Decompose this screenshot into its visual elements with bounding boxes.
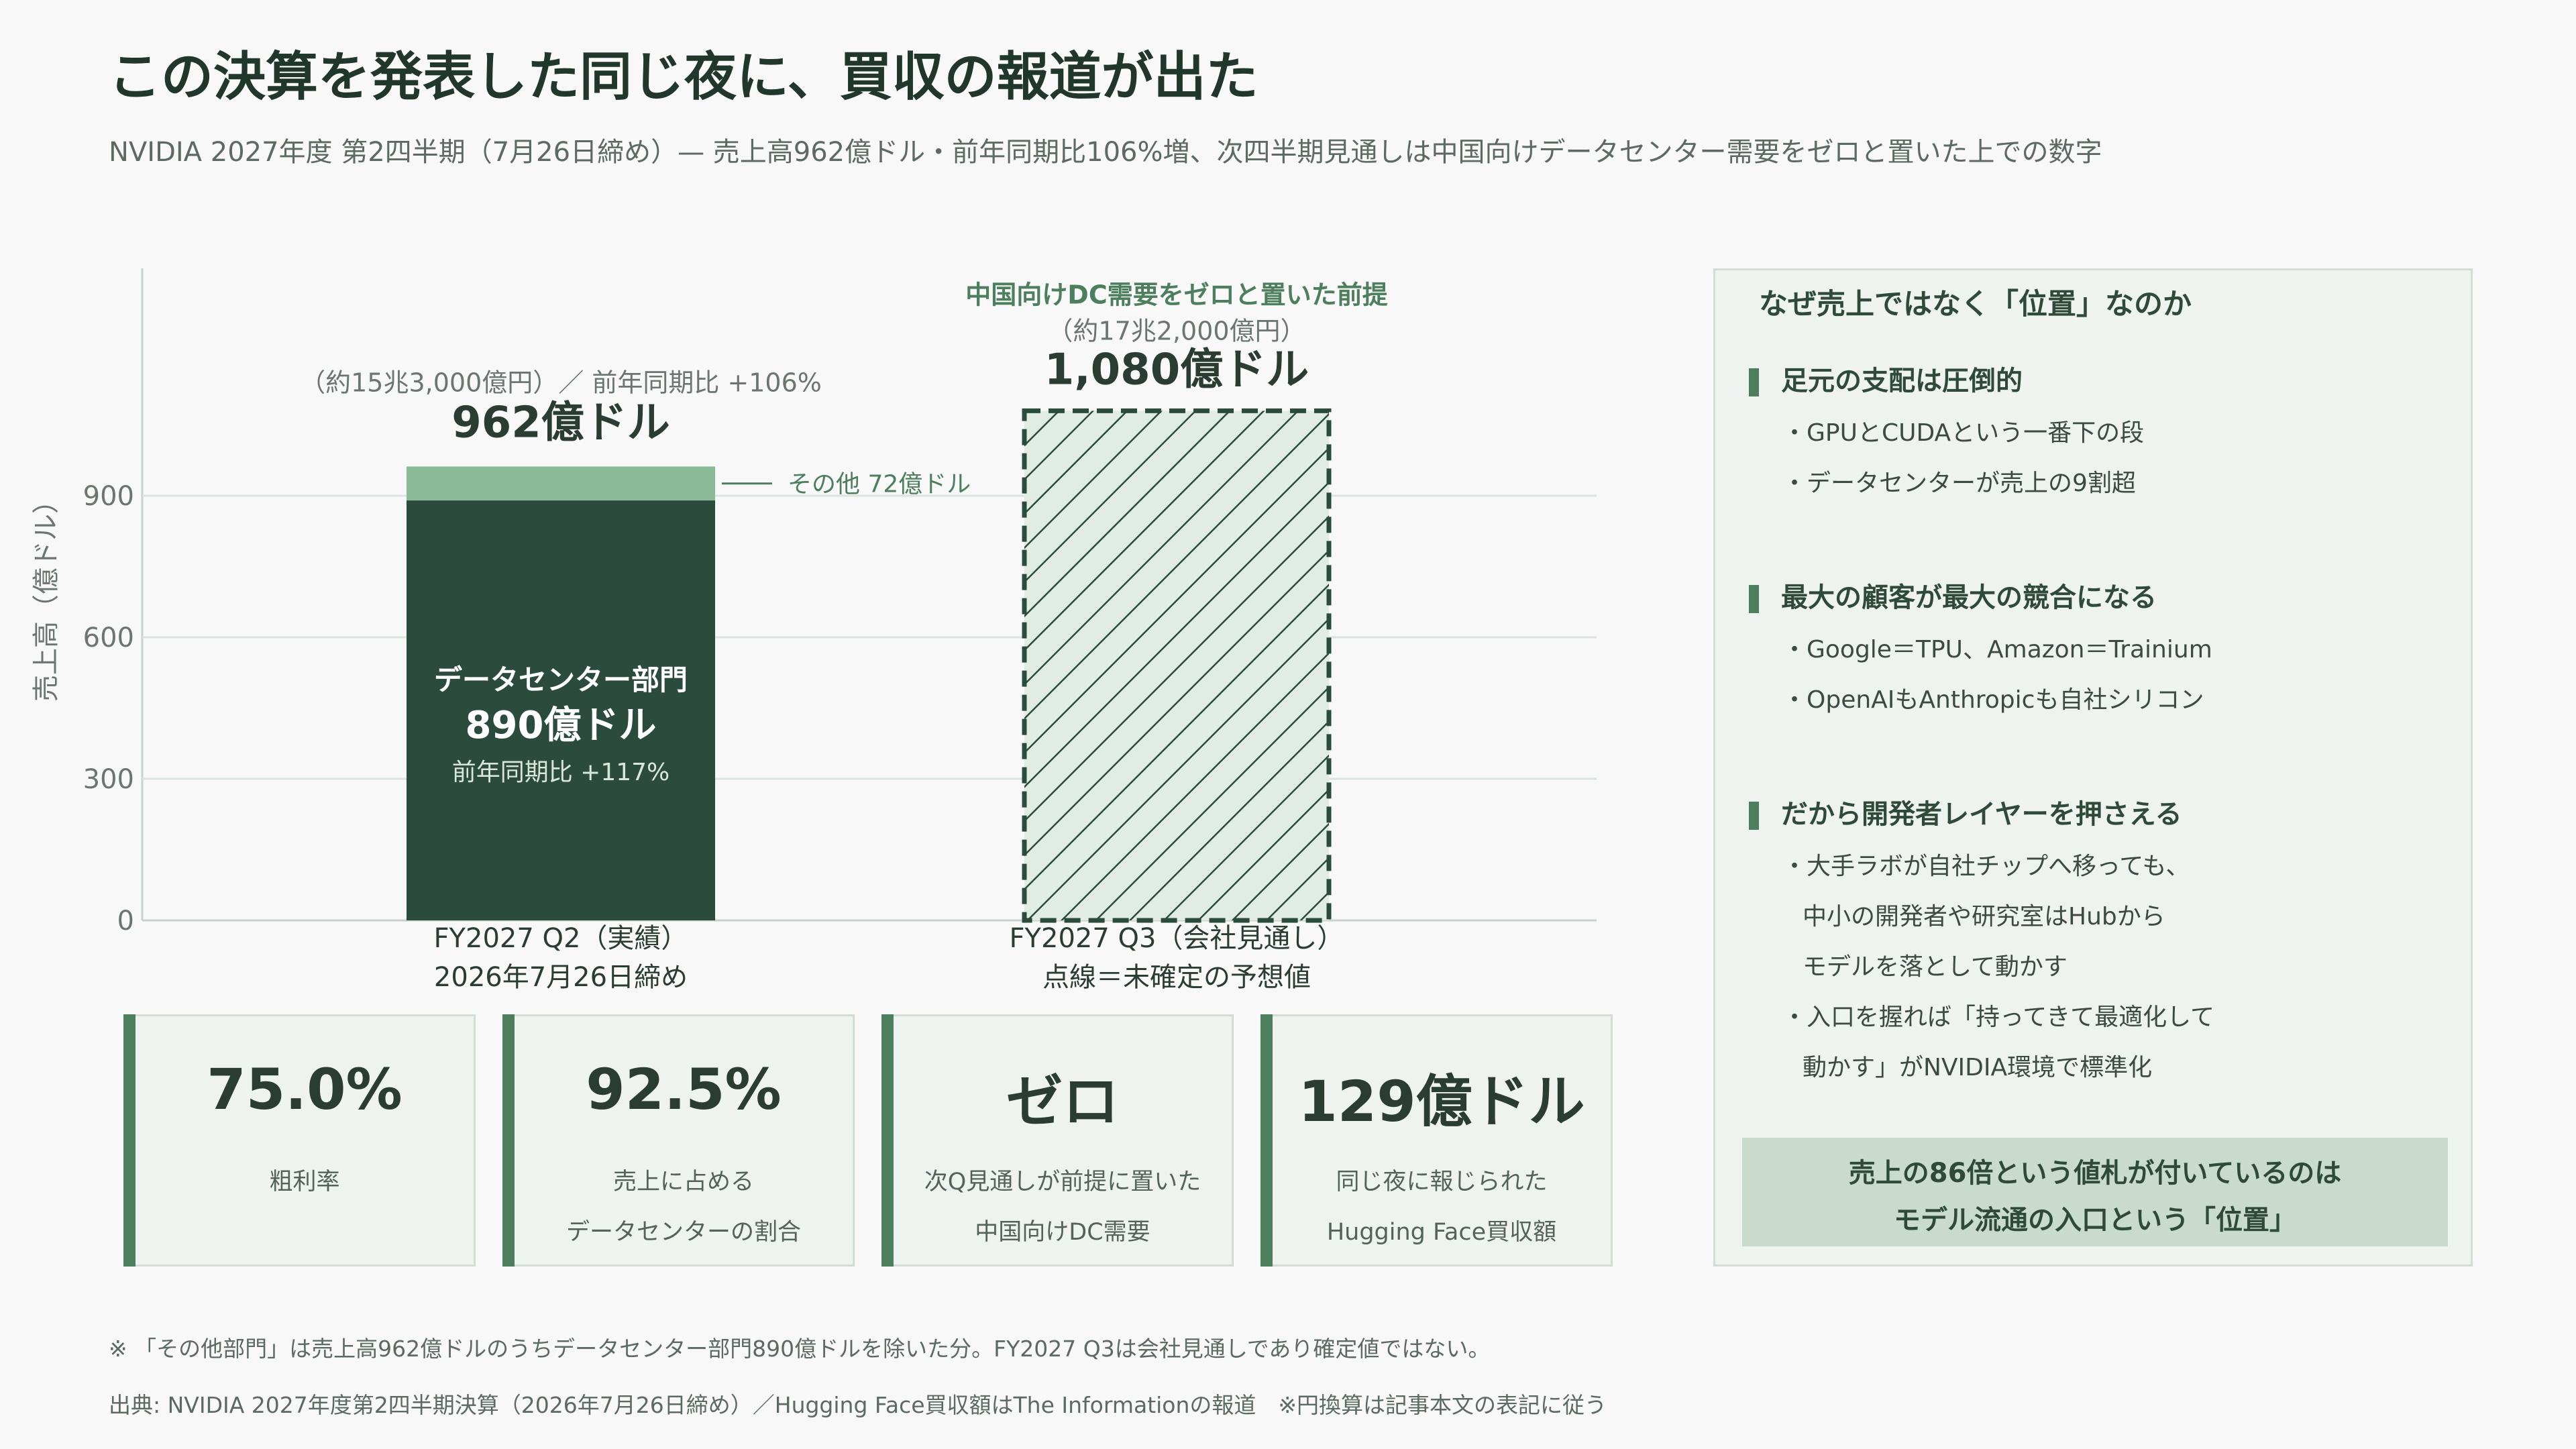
y-tick-label: 900: [83, 481, 134, 512]
q3-total-sublabel: （約17兆2,000億円）: [1047, 316, 1305, 345]
section-marker: [1749, 802, 1759, 830]
kpi-value: ゼロ: [1006, 1069, 1119, 1134]
y-tick-label: 600: [83, 623, 134, 653]
callout-line1: 売上の86倍という値札が付いているのは: [1848, 1158, 2342, 1189]
bullet-item: ・データセンターが売上の9割超: [1782, 470, 2136, 497]
bullet-item-continuation: 動かす」がNVIDIA環境で標準化: [1803, 1054, 2153, 1081]
bar-q3-forecast: [1022, 408, 1332, 923]
kpi-label-line1: 同じ夜に報じられた: [1336, 1169, 1548, 1195]
kpi-label-line1: 売上に占める: [612, 1169, 754, 1195]
kpi-label: 粗利率: [136, 1157, 474, 1208]
dc-segment-name: データセンター部門: [434, 663, 688, 696]
kpi-accent-bar: [502, 1014, 515, 1267]
bullet-item: ・OpenAIもAnthropicも自社シリコン: [1782, 686, 2204, 714]
kpi-card-china-dc: ゼロ 次Q見通しが前提に置いた 中国向けDC需要: [881, 1014, 1234, 1267]
bullet-item: ・入口を握れば「持ってきて最適化して: [1782, 1004, 2215, 1031]
section-heading-text: 足元の支配は圧倒的: [1781, 366, 2023, 396]
kpi-card-dc-share: 92.5% 売上に占める データセンターの割合: [502, 1014, 855, 1267]
bar-q2-other: [407, 466, 715, 501]
q2-total-label: 962億ドル: [451, 398, 670, 447]
bullet-item: ・Google＝TPU、Amazon＝Trainium: [1782, 636, 2212, 663]
kpi-card-gross-margin: 75.0% 粗利率: [123, 1014, 476, 1267]
panel-section-developer-layer: だから開発者レイヤーを押さえる ・大手ラボが自社チップへ移っても、 中小の開発者…: [1749, 794, 2451, 1093]
bullet-item: ・大手ラボが自社チップへ移っても、: [1782, 853, 2190, 880]
section-heading-text: 最大の顧客が最大の競合になる: [1781, 582, 2157, 613]
dc-segment-value: 890億ドル: [466, 704, 657, 747]
callout-line2: モデル流通の入口という「位置」: [1894, 1205, 2296, 1236]
kpi-card-acquisition: 129億ドル 同じ夜に報じられた Hugging Face買収額: [1260, 1014, 1613, 1267]
kpi-label: 同じ夜に報じられた Hugging Face買収額: [1273, 1157, 1611, 1258]
kpi-label-line1: 粗利率: [269, 1169, 340, 1195]
bar-q2-datacenter: [407, 500, 715, 920]
section-heading-text: だから開発者レイヤーを押さえる: [1781, 799, 2182, 830]
kpi-accent-bar: [123, 1014, 136, 1267]
other-segment-label: その他 72億ドル: [788, 471, 971, 498]
kpi-label: 売上に占める データセンターの割合: [515, 1157, 853, 1258]
panel-callout: 売上の86倍という値札が付いているのは モデル流通の入口という「位置」: [1742, 1138, 2448, 1246]
page-title: この決算を発表した同じ夜に、買収の報道が出た: [109, 47, 1258, 107]
source-note: 出典: NVIDIA 2027年度第2四半期決算（2026年7月26日締め）／H…: [109, 1392, 1607, 1418]
section-marker: [1749, 368, 1759, 396]
x-tick-sublabel: 2026年7月26日締め: [434, 962, 688, 993]
x-tick-label: FY2027 Q2（実績）: [434, 923, 688, 954]
bullet-item-continuation: 中小の開発者や研究室はHubから: [1803, 903, 2165, 930]
section-marker: [1749, 585, 1759, 613]
kpi-label-line2: 中国向けDC需要: [975, 1219, 1150, 1246]
kpi-value: 129億ドル: [1298, 1069, 1585, 1134]
q2-total-sublabel: （約15兆3,000億円）／ 前年同期比 +106%: [300, 368, 822, 397]
dc-segment-yoy: 前年同期比 +117%: [452, 759, 670, 786]
kpi-label-line1: 次Q見通しが前提に置いた: [924, 1169, 1201, 1195]
explanation-panel: なぜ売上ではなく「位置」なのか 足元の支配は圧倒的 ・GPUとCUDAという一番…: [1713, 268, 2473, 1267]
panel-section-competition: 最大の顧客が最大の競合になる ・Google＝TPU、Amazon＝Traini…: [1749, 578, 2451, 725]
kpi-label: 次Q見通しが前提に置いた 中国向けDC需要: [894, 1157, 1232, 1258]
x-tick-sublabel: 点線＝未確定の予想値: [1042, 962, 1311, 993]
q3-total-label: 1,080億ドル: [1044, 345, 1309, 394]
kpi-label-line2: Hugging Face買収額: [1326, 1219, 1557, 1246]
kpi-accent-bar: [881, 1014, 894, 1267]
kpi-value: 75.0%: [207, 1057, 402, 1122]
bullet-item-continuation: モデルを落として動かす: [1803, 953, 2068, 981]
section-heading: だから開発者レイヤーを押さえる: [1749, 794, 2451, 841]
y-tick-label: 300: [83, 764, 134, 795]
y-tick-label: 0: [117, 906, 134, 936]
page-subtitle: NVIDIA 2027年度 第2四半期（7月26日締め）— 売上高962億ドル・…: [109, 137, 2102, 168]
y-axis-label: 売上高（億ドル）: [31, 487, 62, 702]
panel-title: なぜ売上ではなく「位置」なのか: [1759, 288, 2192, 321]
section-heading: 最大の顧客が最大の競合になる: [1749, 578, 2451, 625]
footnote: ※ 「その他部門」は売上高962億ドルのうちデータセンター部門890億ドルを除い…: [109, 1336, 1491, 1362]
x-tick-label: FY2027 Q3（会社見通し）: [1010, 923, 1344, 954]
kpi-accent-bar: [1260, 1014, 1273, 1267]
q3-assumption-label: 中国向けDC需要をゼロと置いた前提: [965, 280, 1387, 309]
bullet-item: ・GPUとCUDAという一番下の段: [1782, 419, 2145, 447]
section-heading: 足元の支配は圧倒的: [1749, 361, 2451, 408]
kpi-value: 92.5%: [586, 1057, 782, 1122]
kpi-label-line2: データセンターの割合: [566, 1219, 801, 1246]
panel-section-dominance: 足元の支配は圧倒的 ・GPUとCUDAという一番下の段 ・データセンターが売上の…: [1749, 361, 2451, 508]
